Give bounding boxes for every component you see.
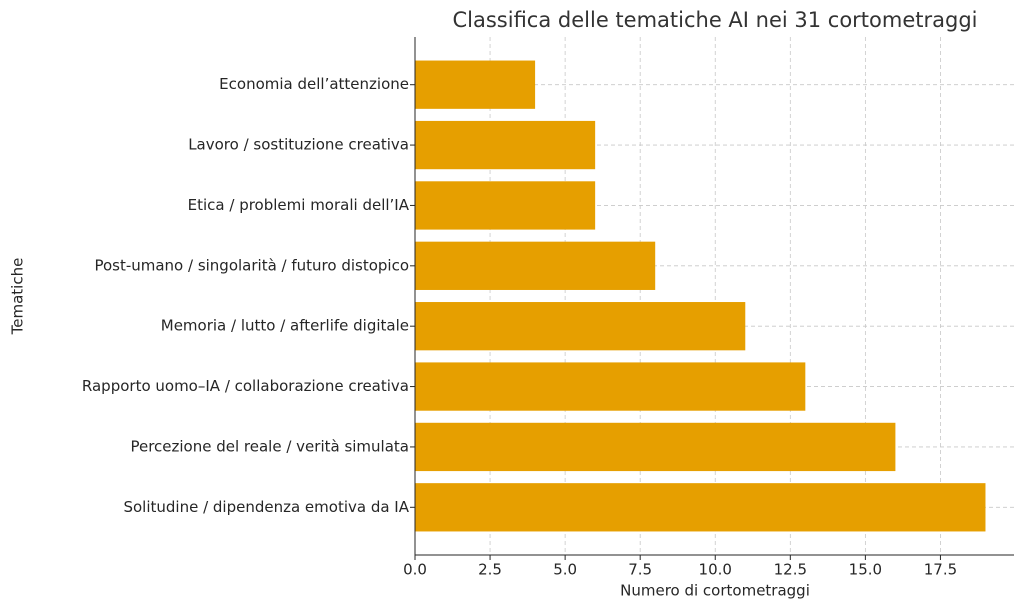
bar xyxy=(415,60,536,109)
x-tick-label: 17.5 xyxy=(924,561,957,579)
bar xyxy=(415,181,596,230)
bar xyxy=(415,302,746,351)
x-tick-label: 15.0 xyxy=(849,561,882,579)
y-tick-label: Lavoro / sostituzione creativa xyxy=(188,136,409,154)
y-tick-label: Solitudine / dipendenza emotiva da IA xyxy=(123,498,409,516)
chart-title: Classifica delle tematiche AI nei 31 cor… xyxy=(453,8,978,32)
bar xyxy=(415,483,986,532)
x-tick-label: 12.5 xyxy=(774,561,807,579)
bar xyxy=(415,422,896,472)
y-axis-label: Tematiche xyxy=(9,258,27,336)
y-tick-label: Etica / problemi morali dell’IA xyxy=(188,196,410,214)
y-tick-label: Memoria / lutto / afterlife digitale xyxy=(161,317,409,335)
x-tick-label: 10.0 xyxy=(699,561,732,579)
x-tick-label: 5.0 xyxy=(553,561,577,579)
y-tick-label: Post-umano / singolarità / futuro distop… xyxy=(94,256,409,274)
y-tick-label: Percezione del reale / verità simulata xyxy=(130,437,409,455)
y-tick-label: Economia dell’attenzione xyxy=(219,75,409,93)
x-tick-label: 2.5 xyxy=(478,561,502,579)
x-tick-label: 7.5 xyxy=(628,561,652,579)
bar xyxy=(415,241,656,290)
x-axis-label: Numero di cortometraggi xyxy=(620,582,810,600)
bar xyxy=(415,362,806,411)
bar xyxy=(415,120,596,170)
x-tick-label: 0.0 xyxy=(403,561,427,579)
y-tick-label: Rapporto uomo–IA / collaborazione creati… xyxy=(82,377,409,395)
